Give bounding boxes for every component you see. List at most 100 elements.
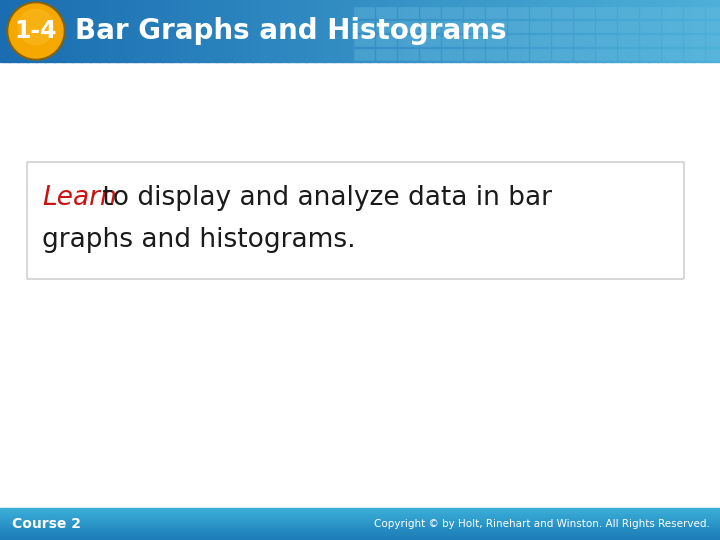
FancyBboxPatch shape (486, 35, 507, 47)
Bar (180, 0, 190, 62)
Bar (0, 508, 720, 509)
Bar (0, 525, 720, 527)
Bar (0, 0, 10, 62)
Bar (225, 0, 235, 62)
Bar (144, 0, 154, 62)
FancyBboxPatch shape (662, 7, 683, 19)
Bar (0, 513, 720, 515)
FancyBboxPatch shape (398, 7, 419, 19)
Bar (342, 0, 352, 62)
FancyBboxPatch shape (640, 35, 661, 47)
Bar (0, 528, 720, 529)
Bar (63, 0, 73, 62)
Bar (666, 0, 676, 62)
FancyBboxPatch shape (640, 7, 661, 19)
FancyBboxPatch shape (552, 35, 573, 47)
Bar (684, 0, 694, 62)
FancyBboxPatch shape (640, 49, 661, 61)
FancyBboxPatch shape (706, 21, 720, 33)
FancyBboxPatch shape (530, 21, 551, 33)
Text: graphs and histograms.: graphs and histograms. (42, 227, 356, 253)
FancyBboxPatch shape (618, 7, 639, 19)
FancyBboxPatch shape (706, 35, 720, 47)
Bar (657, 0, 667, 62)
Bar (702, 0, 712, 62)
Text: Course 2: Course 2 (12, 517, 81, 531)
Bar (54, 0, 64, 62)
Bar (0, 511, 720, 512)
Bar (243, 0, 253, 62)
Bar (0, 523, 720, 525)
Bar (108, 0, 118, 62)
Bar (558, 0, 568, 62)
FancyBboxPatch shape (420, 35, 441, 47)
FancyBboxPatch shape (508, 49, 528, 61)
Bar (0, 510, 720, 511)
FancyBboxPatch shape (464, 7, 485, 19)
FancyBboxPatch shape (376, 21, 397, 33)
FancyBboxPatch shape (464, 35, 485, 47)
FancyBboxPatch shape (398, 21, 419, 33)
Bar (0, 521, 720, 522)
Bar (0, 516, 720, 518)
FancyBboxPatch shape (575, 35, 595, 47)
Text: Learn: Learn (42, 185, 117, 211)
Bar (414, 0, 424, 62)
FancyBboxPatch shape (486, 49, 507, 61)
Text: 1-4: 1-4 (14, 19, 58, 43)
FancyBboxPatch shape (464, 49, 485, 61)
Bar (315, 0, 325, 62)
Bar (171, 0, 181, 62)
Bar (0, 518, 720, 519)
FancyBboxPatch shape (442, 35, 463, 47)
Bar (450, 0, 460, 62)
Bar (9, 0, 19, 62)
Bar (0, 538, 720, 540)
FancyBboxPatch shape (464, 21, 485, 33)
FancyBboxPatch shape (354, 21, 375, 33)
Circle shape (9, 4, 63, 58)
Text: Bar Graphs and Histograms: Bar Graphs and Histograms (75, 17, 507, 45)
FancyBboxPatch shape (662, 35, 683, 47)
FancyBboxPatch shape (420, 7, 441, 19)
FancyBboxPatch shape (575, 21, 595, 33)
FancyBboxPatch shape (552, 49, 573, 61)
Bar (90, 0, 100, 62)
FancyBboxPatch shape (575, 49, 595, 61)
FancyBboxPatch shape (398, 35, 419, 47)
Bar (0, 517, 720, 518)
FancyBboxPatch shape (596, 49, 617, 61)
FancyBboxPatch shape (508, 35, 528, 47)
Bar (288, 0, 298, 62)
Bar (324, 0, 334, 62)
Bar (567, 0, 577, 62)
Bar (0, 515, 720, 517)
FancyBboxPatch shape (552, 7, 573, 19)
FancyBboxPatch shape (706, 7, 720, 19)
Bar (351, 0, 361, 62)
Bar (459, 0, 469, 62)
Bar (99, 0, 109, 62)
Bar (486, 0, 496, 62)
Bar (576, 0, 586, 62)
Bar (0, 519, 720, 521)
FancyBboxPatch shape (27, 162, 684, 279)
Bar (513, 0, 523, 62)
Bar (432, 0, 442, 62)
FancyBboxPatch shape (662, 21, 683, 33)
Bar (504, 0, 514, 62)
Bar (153, 0, 163, 62)
FancyBboxPatch shape (596, 21, 617, 33)
FancyBboxPatch shape (376, 7, 397, 19)
Bar (189, 0, 199, 62)
FancyBboxPatch shape (354, 7, 375, 19)
Bar (0, 522, 720, 524)
Bar (396, 0, 406, 62)
Text: to display and analyze data in bar: to display and analyze data in bar (94, 185, 552, 211)
Bar (648, 0, 658, 62)
FancyBboxPatch shape (596, 7, 617, 19)
FancyBboxPatch shape (398, 49, 419, 61)
Bar (45, 0, 55, 62)
Bar (531, 0, 541, 62)
FancyBboxPatch shape (552, 21, 573, 33)
